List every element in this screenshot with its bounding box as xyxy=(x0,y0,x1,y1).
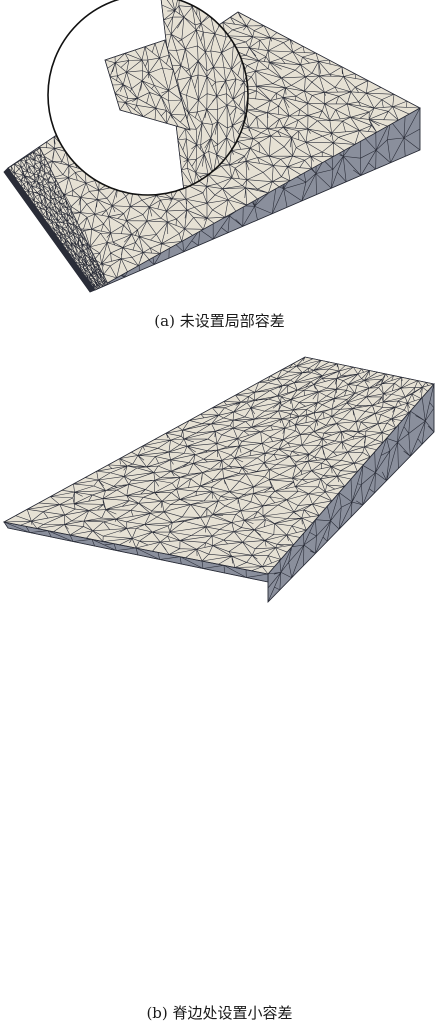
top-surface-b xyxy=(2,356,435,575)
panel-a: (a) 未设置局部容差 xyxy=(0,0,439,340)
panel-b: (b) 脊边处设置小容差 xyxy=(0,342,439,1022)
front-b-mesh-lines xyxy=(3,521,269,583)
side-face-b xyxy=(3,382,435,603)
inset-border xyxy=(47,0,249,196)
caption-b: (b) 脊边处设置小容差 xyxy=(146,1004,293,1022)
inset-mesh-2-mesh-lines xyxy=(104,39,191,131)
caption-a: (a) 未设置局部容差 xyxy=(154,312,285,330)
dense-a-mesh-lines xyxy=(7,147,109,291)
dense-edge-a-mesh-lines xyxy=(3,167,96,293)
top-b-mesh-lines xyxy=(3,356,435,575)
mesh-render-b xyxy=(2,356,435,603)
mesh-render-a xyxy=(3,0,421,293)
